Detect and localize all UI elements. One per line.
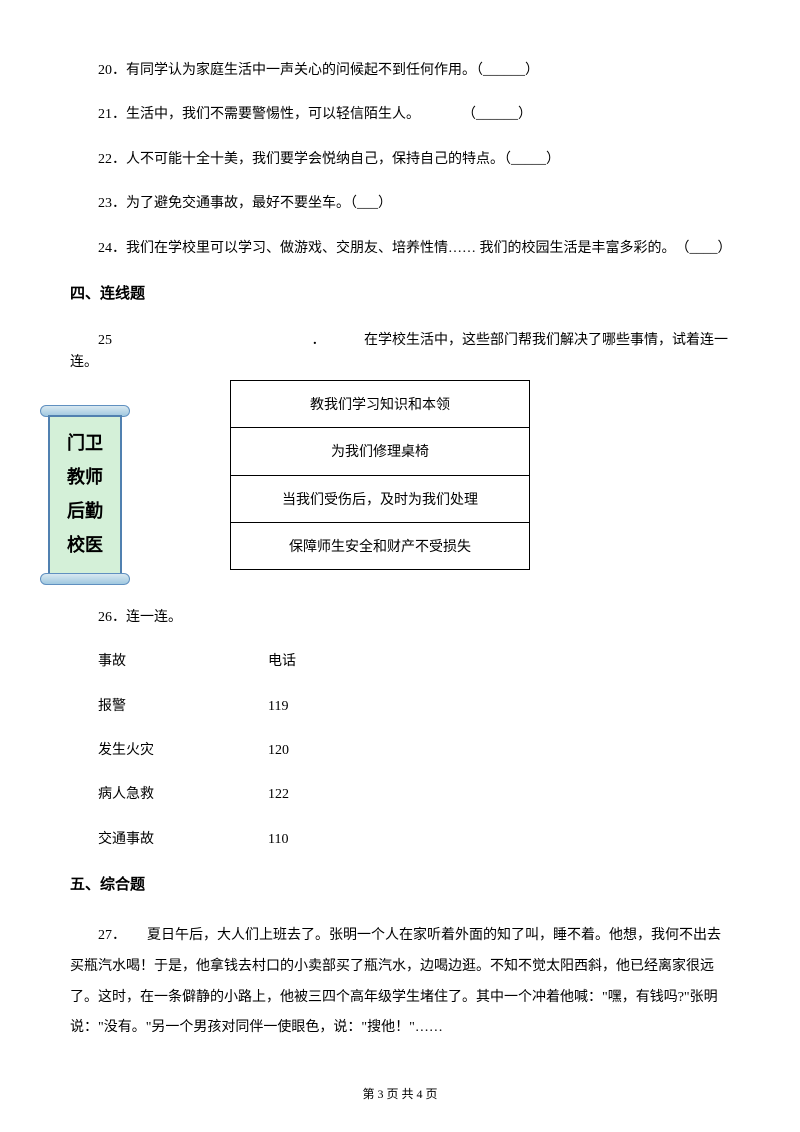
question-21: 21．生活中，我们不需要警惕性，可以轻信陌生人。 （______） [70,104,730,126]
q25-dot: ． [116,333,361,348]
question-22: 22．人不可能十全十美，我们要学会悦纳自己，保持自己的特点。（_____） [70,149,730,171]
section-4-title: 四、连线题 [70,282,730,306]
match-cell-3: 当我们受伤后，及时为我们处理 [231,475,530,522]
q26-table: 事故 电话 报警 119 发生火灾 120 病人急救 122 交通事故 110 [98,651,730,851]
scroll-body: 门卫 教师 后勤 校医 [48,415,122,575]
q26-row3-left: 病人急救 [98,784,268,806]
q26-row4-left: 交通事故 [98,829,268,851]
scroll-item-logistics: 后勤 [67,497,103,526]
q26-row4-right: 110 [268,829,368,851]
question-24: 24．我们在学校里可以学习、做游戏、交朋友、培养性情…… 我们的校园生活是丰富多… [70,238,730,260]
scroll-box: 门卫 教师 后勤 校医 [40,405,130,585]
q26-row2-left: 发生火灾 [98,740,268,762]
scroll-item-teacher: 教师 [67,463,103,492]
q26-row2-right: 120 [268,740,368,762]
scroll-item-gatekeeper: 门卫 [67,429,103,458]
q26-row1-left: 报警 [98,696,268,718]
q26-row-4: 交通事故 110 [98,829,730,851]
question-23: 23．为了避免交通事故，最好不要坐车。（___） [70,193,730,215]
match-cell-4: 保障师生安全和财产不受损失 [231,522,530,569]
scroll-item-doctor: 校医 [67,531,103,560]
q26-header-left: 事故 [98,651,268,673]
q26-row1-right: 119 [268,696,368,718]
q26-header-right: 电话 [268,651,368,673]
q26-row-1: 报警 119 [98,696,730,718]
q26-row-2: 发生火灾 120 [98,740,730,762]
question-20: 20．有同学认为家庭生活中一声关心的问候起不到任何作用。（______） [70,60,730,82]
match-cell-1: 教我们学习知识和本领 [231,380,530,427]
q26-header-row: 事故 电话 [98,651,730,673]
question-26-title: 26．连一连。 [70,607,730,629]
scroll-bottom-decoration [40,573,130,585]
question-27: 27． 夏日午后，大人们上班去了。张明一个人在家听着外面的知了叫，睡不着。他想，… [70,921,730,1044]
q26-row3-right: 122 [268,784,368,806]
page-footer: 第 3 页 共 4 页 [0,1085,800,1104]
match-table: 教我们学习知识和本领 为我们修理桌椅 当我们受伤后，及时为我们处理 保障师生安全… [230,380,530,571]
q25-number: 25 [98,333,112,348]
match-cell-2: 为我们修理桌椅 [231,428,530,475]
section-5-title: 五、综合题 [70,873,730,897]
q26-row-3: 病人急救 122 [98,784,730,806]
question-25: 25 ． 在学校生活中，这些部门帮我们解决了哪些事情，试着连一连。 门卫 教师 … [70,330,730,585]
